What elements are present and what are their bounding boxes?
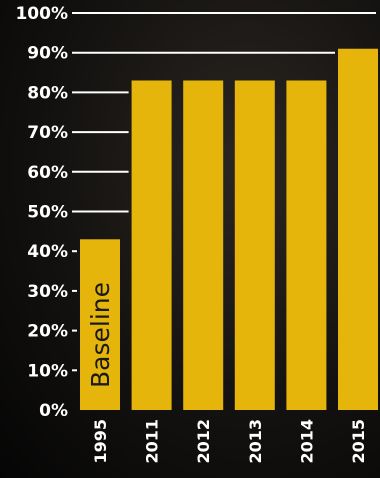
bars [80, 48, 378, 411]
x-category-label: 1995 [91, 419, 110, 464]
bar [338, 48, 378, 410]
bar-annotations: Baseline [86, 282, 115, 388]
bar [234, 80, 275, 411]
y-tick-label: 40% [27, 242, 68, 262]
bar [131, 80, 172, 411]
x-category-label: 2014 [297, 419, 316, 464]
x-category-label: 2015 [349, 419, 368, 464]
y-tick-label: 10% [27, 361, 68, 381]
y-tick-label: 100% [15, 4, 68, 24]
bar [183, 80, 224, 411]
bar [80, 239, 120, 410]
y-tick-label: 0% [39, 401, 68, 421]
y-tick-label: 70% [27, 123, 68, 143]
y-tick-label: 90% [27, 44, 68, 64]
y-tick-label: 20% [27, 322, 68, 342]
x-category-label: 2012 [194, 419, 213, 464]
x-axis-category-labels: 1995 2011 2012 2013 2014 2015 [91, 419, 368, 464]
x-category-label: 2011 [143, 419, 162, 464]
y-tick-label: 80% [27, 83, 68, 103]
bar [286, 80, 327, 411]
y-axis-tick-labels: 0% 10% 20% 30% 40% 50% 60% 70% 80% 90% 100% [15, 4, 68, 421]
bar-annotation: Baseline [86, 282, 115, 388]
y-tick-label: 50% [27, 203, 68, 223]
x-category-label: 2013 [246, 419, 265, 464]
y-tick-label: 30% [27, 282, 68, 302]
y-tick-label: 60% [27, 163, 68, 183]
gridlines [72, 12, 376, 372]
